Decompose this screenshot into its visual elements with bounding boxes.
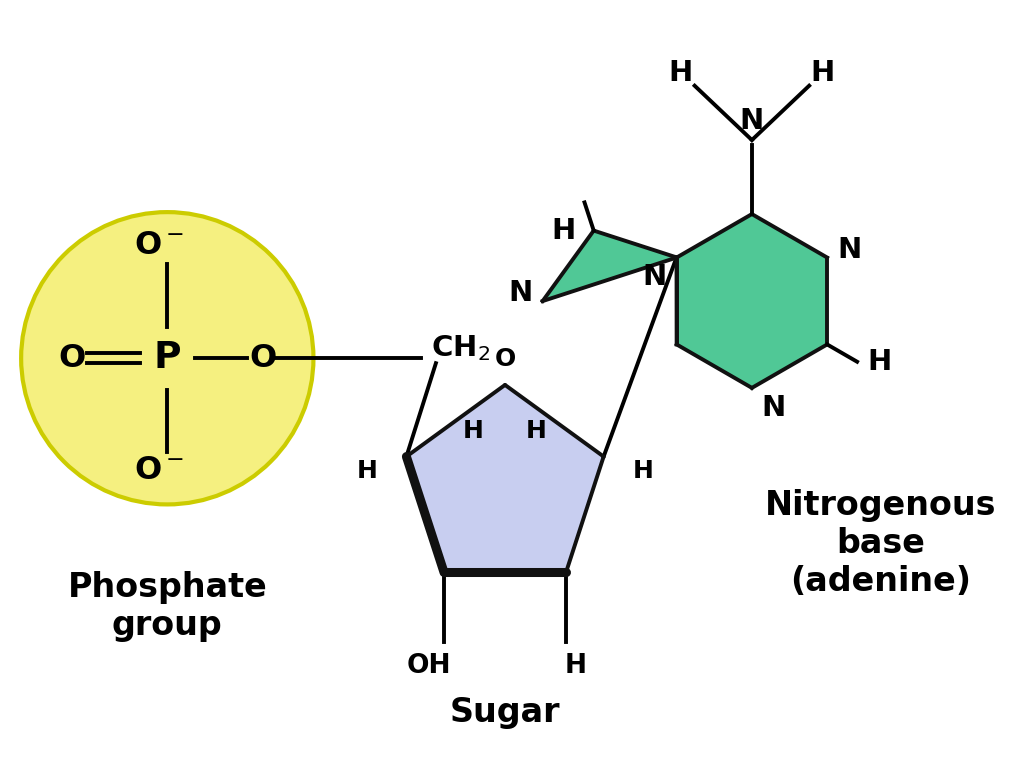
Text: O: O (249, 343, 276, 374)
Text: O: O (495, 347, 516, 371)
Text: CH$_2$: CH$_2$ (431, 334, 489, 363)
Text: Nitrogenous
base
(adenine): Nitrogenous base (adenine) (765, 489, 996, 598)
Polygon shape (407, 385, 603, 572)
Text: N: N (642, 263, 667, 291)
Polygon shape (543, 230, 677, 344)
Text: N: N (739, 107, 764, 135)
Text: H: H (867, 348, 891, 376)
Text: H: H (526, 418, 547, 443)
Text: O: O (58, 343, 85, 374)
Text: OH: OH (407, 653, 452, 679)
Text: P: P (154, 340, 181, 376)
Text: N: N (509, 279, 532, 307)
Text: H: H (356, 459, 377, 484)
Circle shape (22, 212, 313, 504)
Text: H: H (463, 418, 484, 443)
Text: Sugar: Sugar (450, 696, 560, 729)
Text: H: H (552, 217, 575, 245)
Text: H: H (811, 59, 836, 87)
Text: N: N (837, 236, 861, 264)
Text: Phosphate
group: Phosphate group (68, 571, 267, 642)
Text: H: H (565, 653, 587, 679)
Polygon shape (677, 214, 827, 388)
Text: O$^-$: O$^-$ (134, 230, 184, 262)
Text: H: H (669, 59, 693, 87)
Text: O$^-$: O$^-$ (134, 455, 184, 486)
Text: H: H (633, 459, 653, 484)
Text: N: N (762, 394, 786, 421)
